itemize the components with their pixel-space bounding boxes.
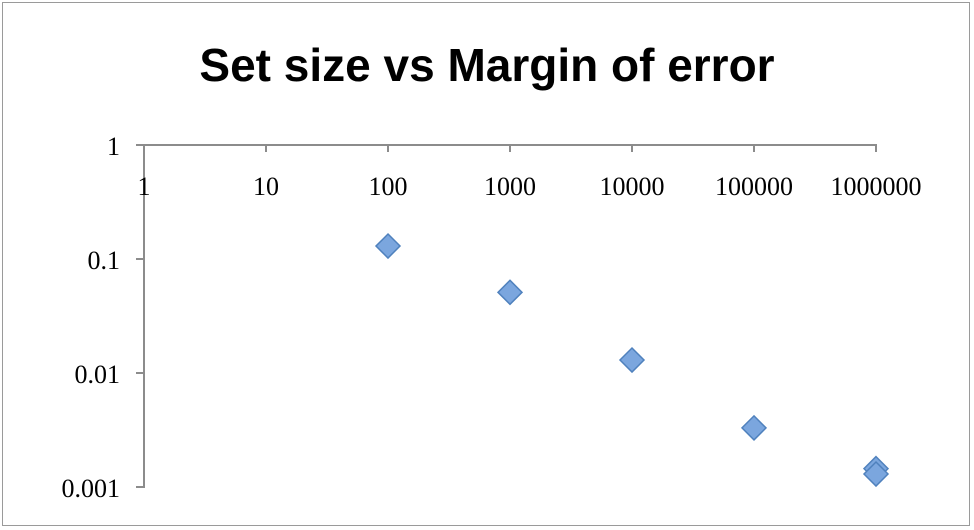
data-point <box>374 232 402 260</box>
x-tick-label: 10 <box>253 172 279 201</box>
x-tick-label: 1 <box>138 172 151 201</box>
data-point <box>618 346 646 374</box>
data-point <box>862 460 890 488</box>
data-point <box>496 279 524 306</box>
y-tick-labels: 1 0.1 0.01 0.001 <box>62 132 121 503</box>
y-tick-label: 0.001 <box>62 474 121 503</box>
x-tick-label: 1000 <box>484 172 536 201</box>
y-tick-label: 0.01 <box>75 360 121 389</box>
y-tick-label: 0.1 <box>88 246 121 275</box>
data-point <box>740 414 768 441</box>
x-tick-labels: 1 10 100 1000 10000 100000 1000000 <box>138 172 922 201</box>
chart-title: Set size vs Margin of error <box>199 39 775 91</box>
x-tick-label: 100000 <box>715 172 793 201</box>
axes <box>136 144 877 488</box>
x-tick-label: 100 <box>369 172 408 201</box>
y-tick-label: 1 <box>107 132 120 161</box>
x-tick-label: 10000 <box>600 172 665 201</box>
data-points <box>374 232 890 488</box>
x-tick-label: 1000000 <box>831 172 922 201</box>
